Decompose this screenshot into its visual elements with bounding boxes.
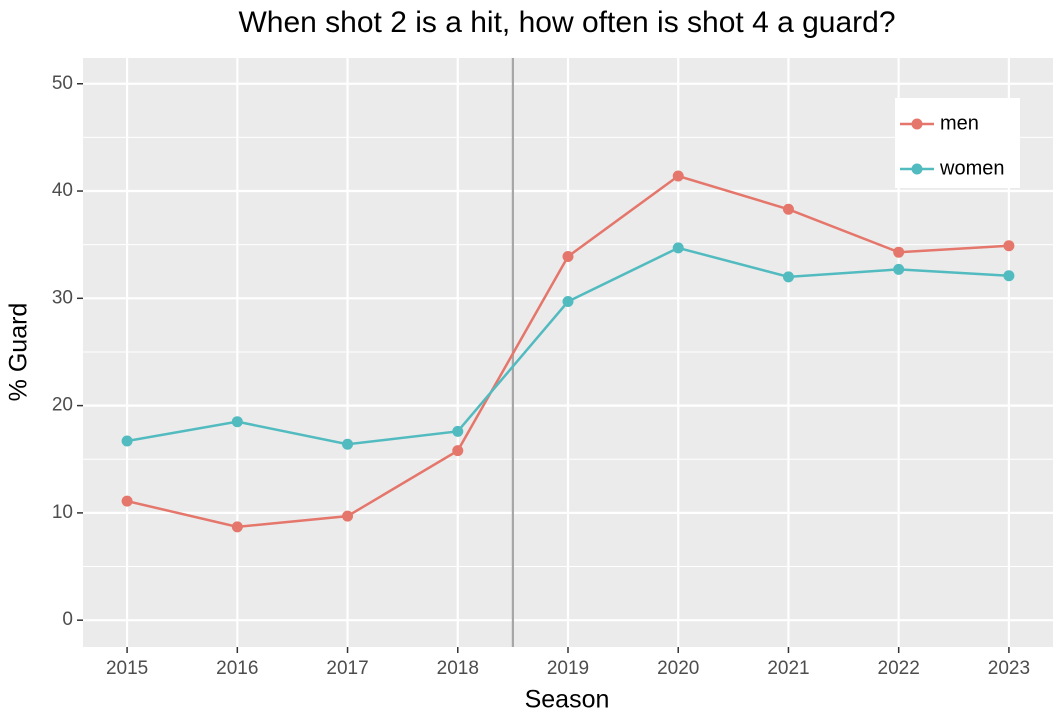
grid (83, 58, 1053, 647)
point (452, 425, 464, 437)
x-tick-label: 2020 (657, 658, 699, 679)
point (121, 495, 133, 507)
marks (121, 58, 1015, 647)
x-axis-label: Season (525, 686, 610, 714)
point (893, 263, 905, 275)
point (1003, 240, 1015, 252)
y-tick-label: 10 (52, 502, 73, 523)
point (782, 271, 794, 283)
point (893, 246, 905, 258)
point (231, 521, 243, 533)
x-tick-label: 2022 (878, 658, 920, 679)
legend-label: women (939, 157, 1004, 179)
x-tick-label: 2019 (547, 658, 589, 679)
point (452, 445, 464, 457)
chart-title: When shot 2 is a hit, how often is shot … (238, 6, 895, 39)
x-tick-label: 2023 (988, 658, 1030, 679)
point (231, 416, 243, 428)
point (782, 203, 794, 215)
y-axis-label: % Guard (5, 303, 33, 402)
point (342, 510, 354, 522)
x-tick-label: 2017 (326, 658, 368, 679)
y-tick-label: 50 (52, 73, 73, 94)
x-tick-label: 2016 (216, 658, 258, 679)
legend-label: men (940, 112, 979, 134)
y-tick-label: 30 (52, 287, 73, 308)
y-tick-label: 0 (62, 609, 73, 630)
point (1003, 270, 1015, 282)
point (121, 435, 133, 447)
x-tick-label: 2015 (106, 658, 148, 679)
y-tick-label: 20 (52, 395, 73, 416)
point (342, 438, 354, 450)
legend-marker (911, 163, 923, 175)
point (562, 250, 574, 262)
x-tick-label: 2021 (767, 658, 809, 679)
x-tick-label: 2018 (437, 658, 479, 679)
point (672, 242, 684, 254)
point (562, 296, 574, 308)
point (672, 170, 684, 182)
legend-marker (911, 118, 923, 130)
y-tick-label: 40 (52, 180, 73, 201)
